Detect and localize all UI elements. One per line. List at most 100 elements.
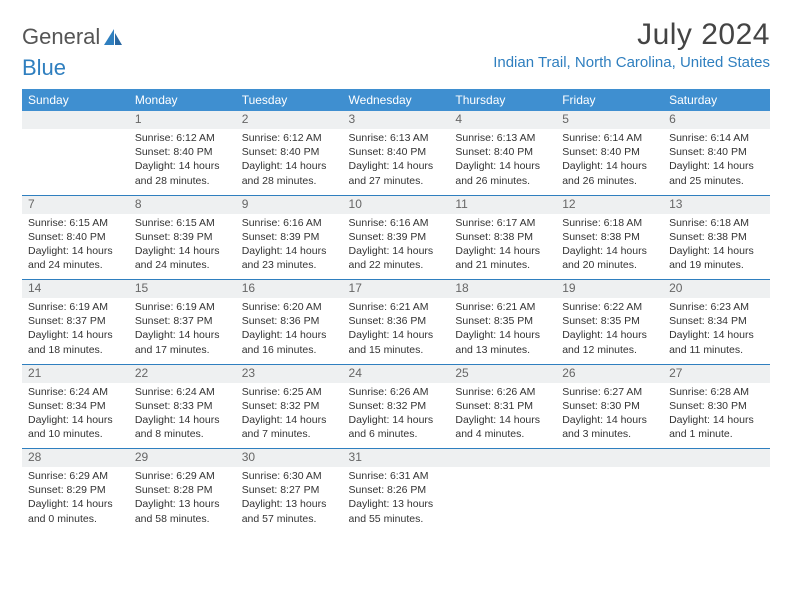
sunrise-line: Sunrise: 6:12 AM [242, 131, 337, 145]
day-number: 16 [236, 280, 343, 297]
daylight-line: Daylight: 14 hours and 26 minutes. [455, 159, 550, 187]
daylight-line: Daylight: 14 hours and 26 minutes. [562, 159, 657, 187]
day-cell [663, 467, 770, 533]
daylight-line: Daylight: 14 hours and 16 minutes. [242, 328, 337, 356]
day-cell: Sunrise: 6:12 AMSunset: 8:40 PMDaylight:… [236, 129, 343, 195]
day-cell: Sunrise: 6:15 AMSunset: 8:39 PMDaylight:… [129, 214, 236, 280]
day-number-cell [556, 449, 663, 467]
logo: General [22, 18, 124, 50]
daylight-line: Daylight: 13 hours and 58 minutes. [135, 497, 230, 525]
daylight-line: Daylight: 14 hours and 0 minutes. [28, 497, 123, 525]
day-cell: Sunrise: 6:19 AMSunset: 8:37 PMDaylight:… [129, 298, 236, 364]
sunset-line: Sunset: 8:38 PM [669, 230, 764, 244]
sunrise-line: Sunrise: 6:25 AM [242, 385, 337, 399]
day-header: Monday [129, 89, 236, 111]
sunrise-line: Sunrise: 6:12 AM [135, 131, 230, 145]
day-cell: Sunrise: 6:18 AMSunset: 8:38 PMDaylight:… [556, 214, 663, 280]
day-number: 19 [556, 280, 663, 297]
daylight-line: Daylight: 14 hours and 24 minutes. [135, 244, 230, 272]
week-body-row: Sunrise: 6:24 AMSunset: 8:34 PMDaylight:… [22, 383, 770, 449]
day-number: 9 [236, 196, 343, 213]
day-number-cell: 12 [556, 196, 663, 214]
sunrise-line: Sunrise: 6:15 AM [135, 216, 230, 230]
sunset-line: Sunset: 8:39 PM [135, 230, 230, 244]
day-number: 27 [663, 365, 770, 382]
daylight-line: Daylight: 14 hours and 17 minutes. [135, 328, 230, 356]
daynum-row: 14151617181920 [22, 280, 770, 298]
daylight-line: Daylight: 13 hours and 55 minutes. [349, 497, 444, 525]
sunrise-line: Sunrise: 6:17 AM [455, 216, 550, 230]
day-cell-body: Sunrise: 6:31 AMSunset: 8:26 PMDaylight:… [343, 467, 450, 532]
day-cell: Sunrise: 6:20 AMSunset: 8:36 PMDaylight:… [236, 298, 343, 364]
day-cell-body: Sunrise: 6:28 AMSunset: 8:30 PMDaylight:… [663, 383, 770, 448]
day-header: Tuesday [236, 89, 343, 111]
sunset-line: Sunset: 8:29 PM [28, 483, 123, 497]
day-cell: Sunrise: 6:24 AMSunset: 8:34 PMDaylight:… [22, 383, 129, 449]
day-number: 28 [22, 449, 129, 466]
day-cell: Sunrise: 6:21 AMSunset: 8:36 PMDaylight:… [343, 298, 450, 364]
day-number: 24 [343, 365, 450, 382]
day-cell-body [22, 129, 129, 137]
day-number: 8 [129, 196, 236, 213]
day-cell: Sunrise: 6:28 AMSunset: 8:30 PMDaylight:… [663, 383, 770, 449]
day-cell-body: Sunrise: 6:25 AMSunset: 8:32 PMDaylight:… [236, 383, 343, 448]
day-number-cell: 5 [556, 111, 663, 129]
daylight-line: Daylight: 14 hours and 25 minutes. [669, 159, 764, 187]
sunset-line: Sunset: 8:34 PM [669, 314, 764, 328]
day-number-cell [663, 449, 770, 467]
day-cell-body: Sunrise: 6:19 AMSunset: 8:37 PMDaylight:… [22, 298, 129, 363]
day-cell-body: Sunrise: 6:14 AMSunset: 8:40 PMDaylight:… [663, 129, 770, 194]
daynum-row: 78910111213 [22, 196, 770, 214]
day-number-cell: 19 [556, 280, 663, 298]
daylight-line: Daylight: 14 hours and 28 minutes. [135, 159, 230, 187]
day-number-cell: 22 [129, 365, 236, 383]
day-cell: Sunrise: 6:19 AMSunset: 8:37 PMDaylight:… [22, 298, 129, 364]
day-header: Thursday [449, 89, 556, 111]
day-number: 21 [22, 365, 129, 382]
daylight-line: Daylight: 14 hours and 19 minutes. [669, 244, 764, 272]
daynum-row: 21222324252627 [22, 365, 770, 383]
day-cell-body: Sunrise: 6:23 AMSunset: 8:34 PMDaylight:… [663, 298, 770, 363]
day-number: 26 [556, 365, 663, 382]
daylight-line: Daylight: 14 hours and 21 minutes. [455, 244, 550, 272]
day-number-cell [22, 111, 129, 129]
day-number: 31 [343, 449, 450, 466]
daylight-line: Daylight: 14 hours and 10 minutes. [28, 413, 123, 441]
day-number: 23 [236, 365, 343, 382]
day-cell-body: Sunrise: 6:26 AMSunset: 8:31 PMDaylight:… [449, 383, 556, 448]
day-number-cell: 17 [343, 280, 450, 298]
day-cell-body: Sunrise: 6:22 AMSunset: 8:35 PMDaylight:… [556, 298, 663, 363]
day-cell-body: Sunrise: 6:29 AMSunset: 8:29 PMDaylight:… [22, 467, 129, 532]
day-cell [556, 467, 663, 533]
daylight-line: Daylight: 14 hours and 13 minutes. [455, 328, 550, 356]
sunrise-line: Sunrise: 6:27 AM [562, 385, 657, 399]
daylight-line: Daylight: 14 hours and 20 minutes. [562, 244, 657, 272]
daylight-line: Daylight: 14 hours and 11 minutes. [669, 328, 764, 356]
day-cell-body: Sunrise: 6:24 AMSunset: 8:33 PMDaylight:… [129, 383, 236, 448]
sunrise-line: Sunrise: 6:19 AM [135, 300, 230, 314]
sunrise-line: Sunrise: 6:13 AM [349, 131, 444, 145]
day-number-cell: 31 [343, 449, 450, 467]
logo-text-blue: Blue [22, 55, 66, 80]
day-number: 1 [129, 111, 236, 128]
day-cell: Sunrise: 6:29 AMSunset: 8:28 PMDaylight:… [129, 467, 236, 533]
day-cell-body: Sunrise: 6:12 AMSunset: 8:40 PMDaylight:… [236, 129, 343, 194]
day-number-cell: 28 [22, 449, 129, 467]
day-number-cell: 10 [343, 196, 450, 214]
day-number [449, 449, 556, 453]
day-number-cell: 9 [236, 196, 343, 214]
day-number-cell: 30 [236, 449, 343, 467]
day-cell: Sunrise: 6:30 AMSunset: 8:27 PMDaylight:… [236, 467, 343, 533]
day-cell-body: Sunrise: 6:29 AMSunset: 8:28 PMDaylight:… [129, 467, 236, 532]
day-cell-body: Sunrise: 6:21 AMSunset: 8:36 PMDaylight:… [343, 298, 450, 363]
day-cell: Sunrise: 6:22 AMSunset: 8:35 PMDaylight:… [556, 298, 663, 364]
sunset-line: Sunset: 8:37 PM [135, 314, 230, 328]
day-cell: Sunrise: 6:13 AMSunset: 8:40 PMDaylight:… [343, 129, 450, 195]
day-cell: Sunrise: 6:14 AMSunset: 8:40 PMDaylight:… [663, 129, 770, 195]
day-cell [22, 129, 129, 195]
day-number: 3 [343, 111, 450, 128]
sunrise-line: Sunrise: 6:21 AM [455, 300, 550, 314]
day-number: 17 [343, 280, 450, 297]
week-body-row: Sunrise: 6:12 AMSunset: 8:40 PMDaylight:… [22, 129, 770, 195]
day-number: 14 [22, 280, 129, 297]
